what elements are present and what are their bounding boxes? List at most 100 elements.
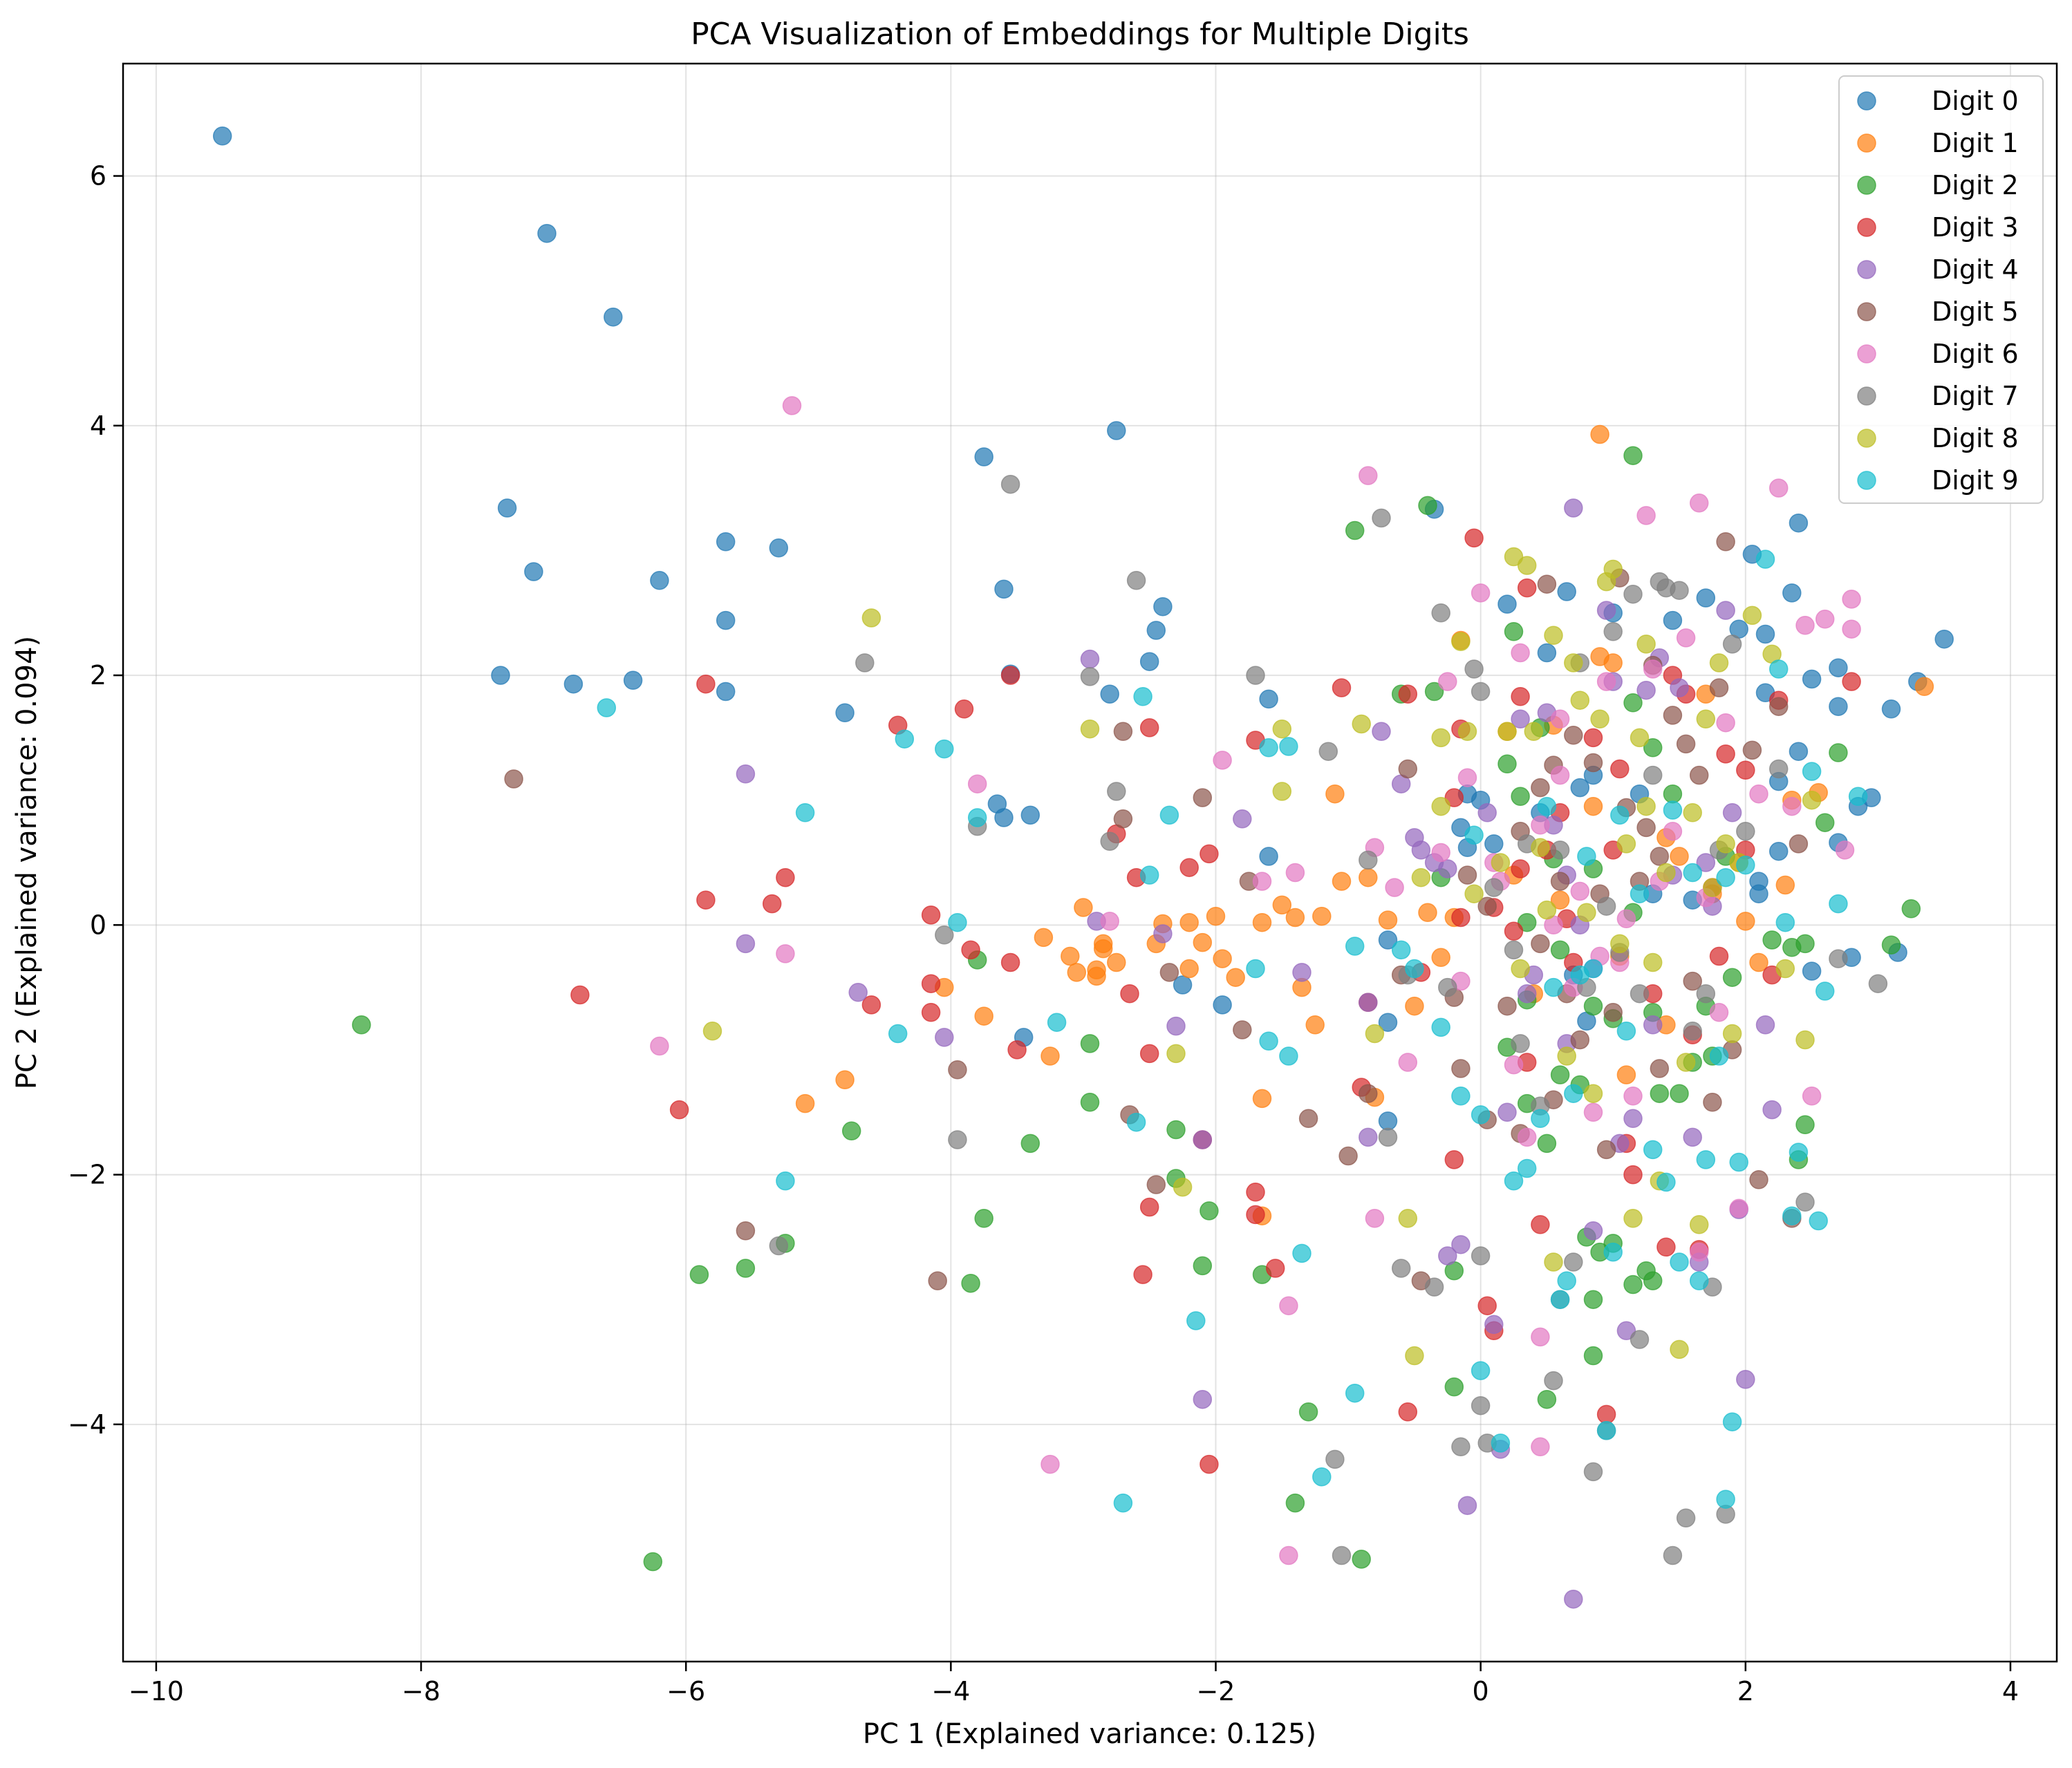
data-point xyxy=(1623,446,1643,465)
data-point xyxy=(1603,653,1623,673)
data-point xyxy=(736,1221,756,1241)
data-point xyxy=(1477,1296,1497,1315)
data-point xyxy=(1550,709,1570,729)
data-point xyxy=(1722,968,1742,987)
legend-label: Digit 3 xyxy=(1932,212,2019,243)
data-point xyxy=(1789,834,1809,854)
data-point xyxy=(1504,622,1524,641)
data-point xyxy=(1630,728,1650,748)
data-point xyxy=(1795,1030,1815,1050)
data-point xyxy=(1418,496,1437,516)
data-point xyxy=(1762,1100,1782,1120)
data-point xyxy=(1246,1205,1265,1225)
data-point xyxy=(1080,649,1100,669)
data-point xyxy=(1656,1237,1676,1257)
legend-entry: Digit 7 xyxy=(1857,381,2019,411)
data-point xyxy=(1577,903,1596,923)
data-point xyxy=(537,223,557,243)
data-point xyxy=(1497,754,1517,774)
data-point xyxy=(1504,921,1524,941)
data-point xyxy=(1636,506,1656,525)
data-point xyxy=(736,934,756,954)
data-point xyxy=(1359,993,1378,1013)
data-point xyxy=(1292,963,1312,982)
data-point xyxy=(1179,959,1199,979)
data-point xyxy=(1504,547,1524,567)
data-point xyxy=(1901,899,1921,919)
data-point xyxy=(1835,840,1855,860)
data-point xyxy=(1537,796,1557,816)
data-point xyxy=(1345,520,1365,540)
data-point xyxy=(1359,867,1378,887)
data-point xyxy=(1689,1215,1709,1234)
legend-marker xyxy=(1857,218,1876,237)
x-axis-ticks: −10 −8 −6 −4 −2 0 2 4 xyxy=(129,1662,2019,1706)
data-point xyxy=(848,983,868,1002)
data-point xyxy=(1550,840,1570,860)
data-point xyxy=(1709,1003,1729,1022)
data-point xyxy=(1431,728,1450,748)
data-point xyxy=(1457,722,1477,742)
data-point xyxy=(1471,1246,1491,1266)
data-point xyxy=(1544,1371,1563,1391)
data-point xyxy=(961,1273,980,1293)
data-point xyxy=(1213,751,1232,770)
data-point xyxy=(1531,816,1550,835)
data-point xyxy=(1345,937,1365,956)
data-point xyxy=(782,396,802,415)
legend-label: Digit 6 xyxy=(1932,339,2019,369)
data-point xyxy=(1829,949,1848,968)
data-point xyxy=(1729,1198,1748,1219)
data-point xyxy=(1610,934,1630,954)
data-point xyxy=(1683,863,1702,883)
data-point xyxy=(491,666,510,685)
data-point xyxy=(1139,1197,1159,1217)
data-point xyxy=(1246,959,1265,979)
data-point xyxy=(1630,1330,1650,1349)
data-point xyxy=(948,1060,967,1080)
data-point xyxy=(1405,1346,1424,1366)
data-point xyxy=(1200,1201,1219,1221)
series-digit-6 xyxy=(650,396,1861,1565)
legend-label: Digit 7 xyxy=(1932,381,2019,411)
series-digit-9 xyxy=(597,549,1868,1513)
data-point xyxy=(1829,658,1848,677)
data-point xyxy=(696,674,716,694)
legend-label: Digit 4 xyxy=(1932,254,2019,285)
data-point xyxy=(1332,872,1352,891)
data-point xyxy=(1583,1084,1603,1103)
data-point xyxy=(935,1028,954,1047)
data-point xyxy=(1596,1140,1616,1160)
data-point xyxy=(1616,909,1636,929)
data-point xyxy=(1782,583,1802,603)
data-point xyxy=(1372,508,1391,528)
data-point xyxy=(1272,895,1292,915)
data-point xyxy=(1259,847,1278,866)
legend-marker xyxy=(1857,133,1876,153)
data-point xyxy=(1643,1015,1663,1035)
data-point xyxy=(1034,928,1054,948)
data-point xyxy=(1881,699,1901,719)
data-point xyxy=(1815,610,1835,629)
data-point xyxy=(1742,740,1762,760)
data-point xyxy=(928,1271,947,1290)
data-point xyxy=(1716,834,1735,854)
x-tick-label: 0 xyxy=(1473,1676,1489,1706)
data-point xyxy=(1683,1127,1702,1147)
data-point xyxy=(888,1024,908,1044)
data-point xyxy=(1279,1046,1298,1066)
legend-entry: Digit 5 xyxy=(1857,297,2019,327)
data-point xyxy=(1689,765,1709,785)
legend-marker xyxy=(1857,429,1876,448)
data-point xyxy=(1511,859,1530,878)
data-point xyxy=(1285,863,1305,883)
data-point xyxy=(1583,1290,1603,1309)
data-point xyxy=(1438,977,1457,997)
data-point xyxy=(1517,912,1537,932)
data-point xyxy=(696,890,716,910)
data-point xyxy=(1517,556,1537,575)
data-point xyxy=(1789,513,1809,533)
data-point xyxy=(1636,796,1656,816)
legend-label: Digit 5 xyxy=(1932,297,2019,327)
data-point xyxy=(1497,1102,1517,1122)
